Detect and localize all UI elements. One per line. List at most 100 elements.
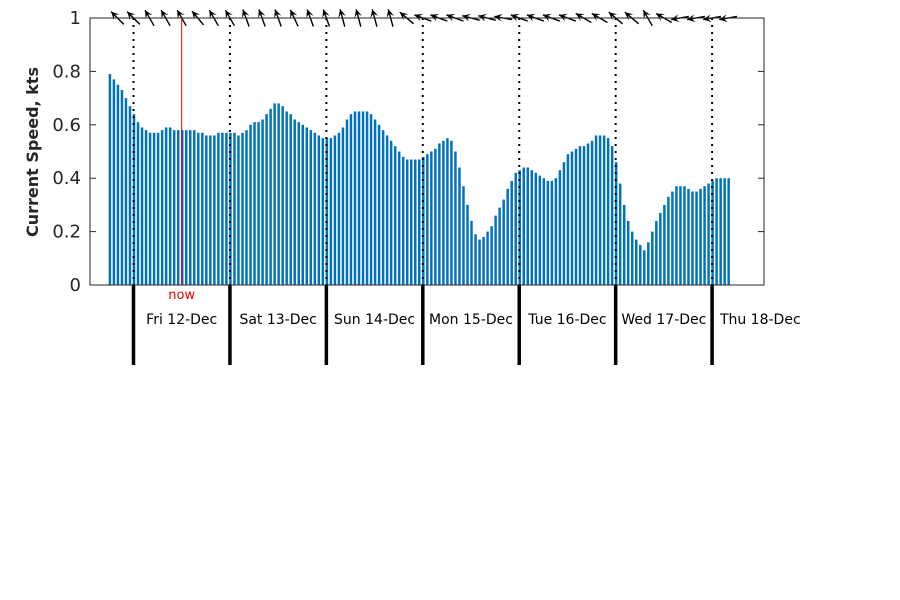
speed-bar xyxy=(687,188,690,285)
speed-bar xyxy=(373,119,377,286)
speed-bar xyxy=(405,159,409,285)
speed-bar xyxy=(707,183,710,285)
speed-bar xyxy=(329,138,333,285)
speed-bar xyxy=(570,151,574,285)
speed-bar xyxy=(626,220,630,285)
speed-bar xyxy=(353,111,357,285)
speed-bar xyxy=(679,186,682,285)
bars-group xyxy=(108,74,730,286)
speed-bar xyxy=(602,135,606,285)
day-label: Sun 14-Dec xyxy=(334,312,415,328)
speed-bar xyxy=(667,196,670,285)
speed-bar xyxy=(494,215,497,285)
speed-bar xyxy=(486,231,489,285)
speed-bar xyxy=(538,175,542,285)
speed-bar xyxy=(189,130,192,285)
speed-bar xyxy=(410,159,413,285)
speed-bar xyxy=(197,132,200,285)
now-label: now xyxy=(168,288,195,303)
speed-bar xyxy=(711,180,714,285)
speed-bar xyxy=(397,151,401,285)
y-tick-label: 0.2 xyxy=(52,222,81,243)
speed-bar xyxy=(590,140,594,285)
y-tick-label: 1 xyxy=(70,8,81,29)
speed-bar xyxy=(630,231,634,285)
speed-bar xyxy=(566,154,570,285)
speed-bar xyxy=(522,167,525,285)
speed-bar xyxy=(426,154,429,285)
speed-bar xyxy=(534,172,538,285)
speed-bar xyxy=(647,242,650,285)
speed-bar xyxy=(558,170,562,285)
speed-bar xyxy=(361,111,365,285)
speed-bar xyxy=(317,135,321,285)
speed-bar xyxy=(381,130,385,285)
speed-bar xyxy=(614,162,618,285)
speed-bar xyxy=(337,132,341,285)
speed-bar xyxy=(148,132,152,285)
speed-bar xyxy=(281,106,284,285)
speed-bar xyxy=(639,244,642,285)
speed-bar xyxy=(309,130,313,285)
day-label: Thu 18-Dec xyxy=(719,312,801,328)
speed-bar xyxy=(297,122,300,285)
speed-bar xyxy=(221,132,224,285)
speed-bar xyxy=(438,143,441,285)
speed-bar xyxy=(574,148,578,285)
speed-bar xyxy=(526,167,530,285)
speed-bar xyxy=(582,146,586,285)
speed-bar xyxy=(434,148,437,285)
speed-bar xyxy=(606,138,610,285)
speed-bar xyxy=(273,103,276,285)
speed-bar xyxy=(478,239,481,285)
speed-bar xyxy=(293,119,296,286)
speed-bar xyxy=(341,127,345,285)
speed-bar xyxy=(156,132,160,285)
speed-bar xyxy=(414,159,417,285)
speed-bar xyxy=(265,114,268,286)
speed-bar xyxy=(562,162,566,285)
plot-frame xyxy=(89,17,765,286)
speed-bar xyxy=(635,239,638,285)
speed-bar xyxy=(321,138,325,285)
speed-bar xyxy=(176,130,180,285)
speed-bar xyxy=(365,111,369,285)
speed-bar xyxy=(205,135,208,285)
speed-bar xyxy=(622,204,626,285)
speed-bar xyxy=(699,188,702,285)
speed-bar xyxy=(502,199,505,285)
speed-bar xyxy=(510,180,513,285)
speed-bar xyxy=(257,122,260,285)
speed-bar xyxy=(490,226,493,285)
speed-bar xyxy=(369,114,373,286)
day-labels: Fri 12-Dec Sat 13-Dec Sun 14-Dec Mon 15-Dec… xyxy=(146,312,800,328)
speed-bar xyxy=(245,130,248,285)
speed-bar xyxy=(659,212,662,285)
y-tick-label: 0.8 xyxy=(52,61,81,82)
speed-bar xyxy=(655,220,658,285)
day-label: Wed 17-Dec xyxy=(621,312,706,328)
speed-bar xyxy=(422,156,425,285)
speed-bar xyxy=(466,204,469,285)
speed-bar xyxy=(550,180,554,285)
speed-bar xyxy=(683,186,686,285)
speed-bar xyxy=(514,172,517,285)
speed-bar xyxy=(160,130,164,285)
speed-bar xyxy=(385,135,389,285)
speed-bar xyxy=(610,146,614,285)
speed-bar xyxy=(578,146,582,285)
speed-bar xyxy=(518,170,521,285)
speed-bar xyxy=(377,124,381,285)
speed-bar xyxy=(140,127,144,285)
speed-bar xyxy=(112,79,116,285)
speed-bar xyxy=(474,234,477,285)
speed-bar xyxy=(168,127,172,285)
speed-bar xyxy=(325,138,329,285)
speed-bar xyxy=(727,178,730,285)
speed-bar xyxy=(116,84,120,285)
speed-bar xyxy=(462,186,465,285)
speed-bar xyxy=(241,132,244,285)
speed-bar xyxy=(201,132,204,285)
speed-bar xyxy=(598,135,602,285)
